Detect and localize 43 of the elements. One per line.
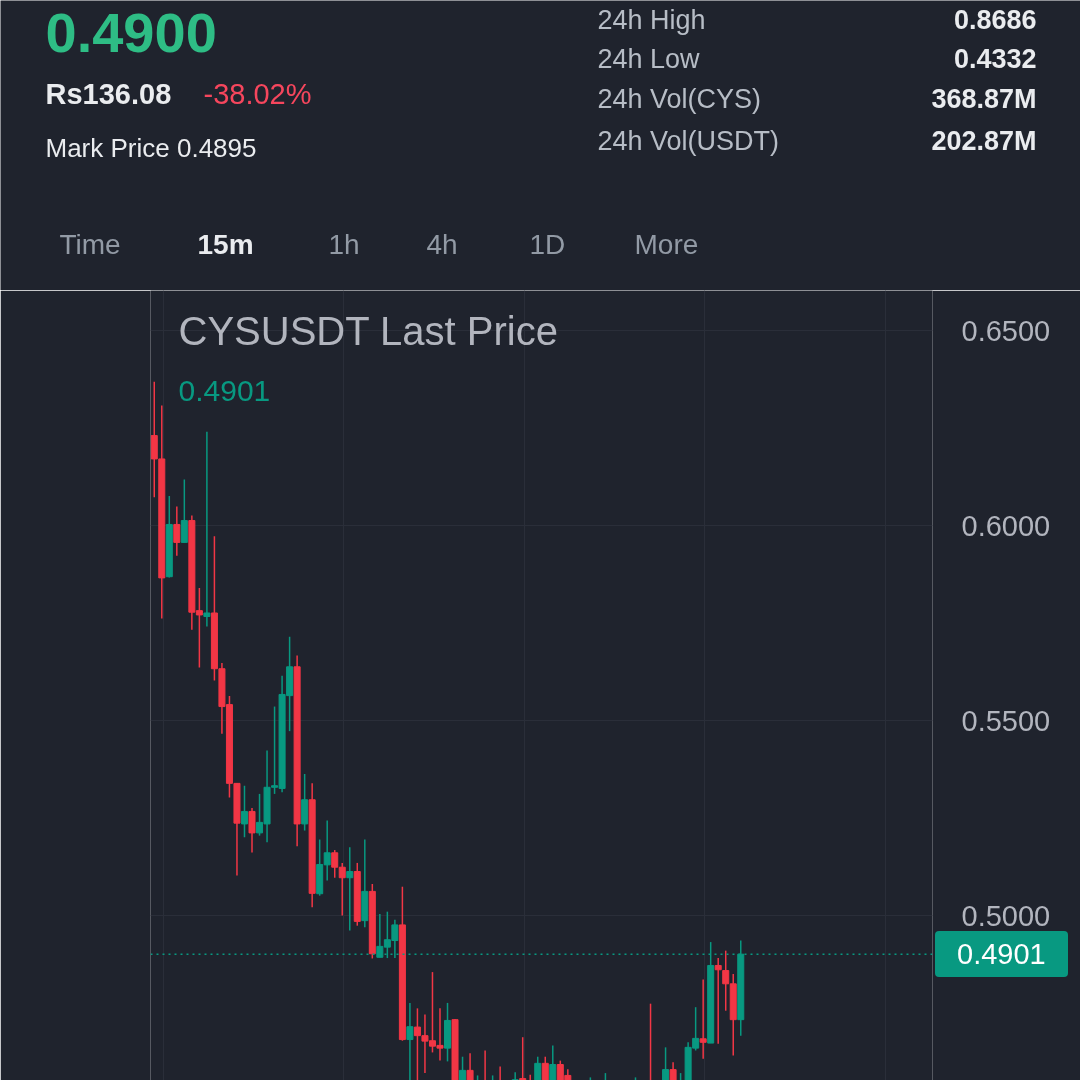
text: 15m <box>197 229 254 260</box>
text: 24h Low <box>597 43 701 74</box>
candlestick <box>519 1036 527 1080</box>
candlestick <box>173 505 181 557</box>
candlestick <box>699 978 707 1060</box>
candlestick <box>459 1055 467 1080</box>
text: 24h High <box>597 4 706 35</box>
candlestick <box>240 784 248 838</box>
text: Rs136.08 <box>45 77 172 110</box>
candlestick <box>346 846 354 932</box>
candlestick <box>180 478 188 544</box>
text: Time <box>59 229 121 260</box>
text: 0.8686 <box>953 5 1037 35</box>
ref-line-label: 0.4901 <box>935 930 1068 977</box>
text: -38.02% <box>203 77 312 110</box>
text: 0.4900 <box>45 0 217 64</box>
text: 24h Vol(USDT) <box>597 125 780 156</box>
text: 1D <box>529 229 566 260</box>
text: 0.4332 <box>953 44 1037 74</box>
text: 202.87M <box>931 125 1037 156</box>
text: 368.87M <box>931 83 1037 114</box>
candlestick <box>406 1002 414 1080</box>
text: More <box>634 229 699 260</box>
text: 4h <box>426 229 458 260</box>
text: 1h <box>328 229 360 260</box>
text: 24h Vol(CYS) <box>597 83 762 114</box>
candlestick <box>534 1055 542 1080</box>
candlestick <box>714 957 722 1045</box>
candlestick <box>511 1071 519 1080</box>
y-tick-label: 0.5000 <box>961 899 1051 932</box>
y-tick-label: 0.5500 <box>961 704 1051 737</box>
text: CYSUSDT Last Price <box>178 308 558 353</box>
y-tick-label: 0.6000 <box>961 509 1051 542</box>
candlestick <box>466 1052 474 1080</box>
candlestick <box>662 1046 670 1080</box>
candlestick <box>248 807 256 854</box>
text: Mark Price 0.4895 <box>45 132 257 163</box>
candlestick <box>541 1055 549 1080</box>
candlestick <box>203 430 211 628</box>
y-tick-label: 0.6500 <box>961 314 1051 347</box>
candlestick <box>669 1061 677 1080</box>
text: 0.4901 <box>178 373 271 407</box>
candlestick <box>549 1044 557 1080</box>
